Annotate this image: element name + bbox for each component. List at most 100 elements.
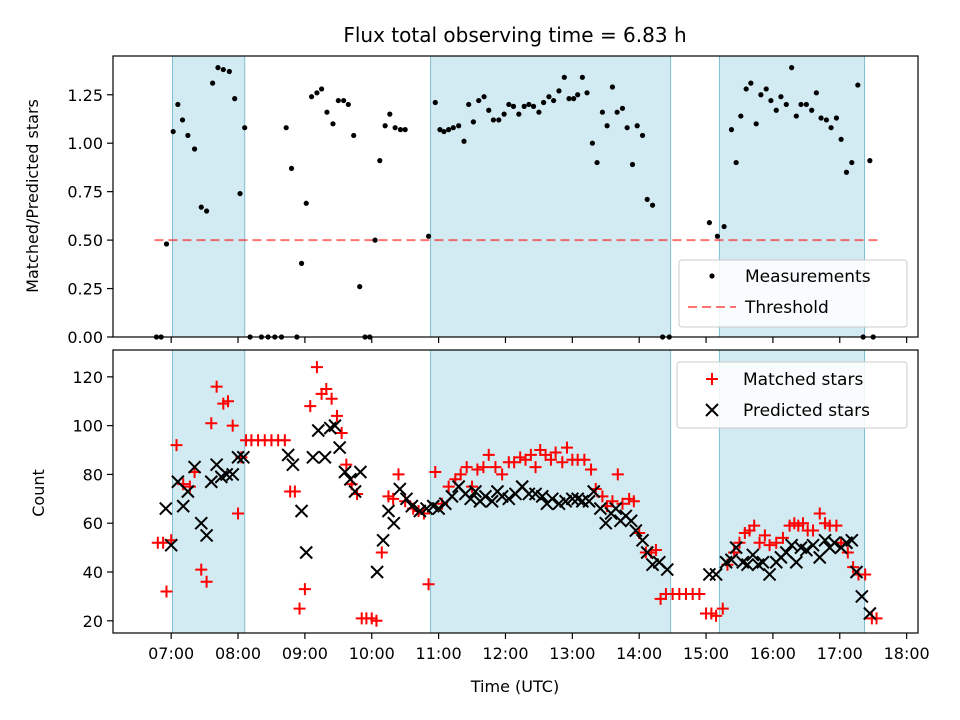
matched-stars-point: [710, 609, 723, 622]
matched-stars-point: [422, 578, 435, 591]
x-tick-label: 10:00: [349, 644, 395, 663]
predicted-stars-point: [729, 540, 743, 555]
measurement-point: [763, 86, 769, 92]
measurement-point: [496, 117, 502, 123]
measurement-point: [789, 65, 795, 71]
matched-stars-point: [560, 441, 573, 454]
measurement-point: [536, 109, 542, 115]
predicted-stars-point: [762, 567, 777, 582]
y-tick-label: 120: [72, 368, 103, 387]
x-tick-label: 15:00: [683, 644, 729, 663]
predicted-stars-point: [468, 484, 483, 499]
measurement-point: [540, 99, 547, 106]
predicted-stars-point: [343, 472, 358, 487]
matched-stars-point: [733, 536, 746, 549]
measurement-point: [843, 169, 850, 175]
figure-title: Flux total observing time = 6.83 h: [343, 23, 686, 47]
measurement-point: [175, 101, 181, 108]
matched-stars-point: [195, 563, 208, 576]
matched-stars-point: [278, 434, 291, 447]
measurement-point: [215, 65, 221, 71]
measurement-point: [714, 233, 721, 239]
predicted-stars-point: [849, 565, 864, 579]
predicted-stars-point: [311, 423, 325, 438]
predicted-stars-point: [609, 501, 623, 516]
matched-stars-point: [870, 612, 883, 625]
measurement-point: [210, 80, 216, 86]
legend-frame: [676, 361, 908, 429]
measurement-point: [456, 123, 462, 129]
measurement-point: [486, 107, 492, 113]
y-tick-label: 100: [72, 417, 103, 436]
measurement-point: [571, 96, 577, 102]
measurement-point: [728, 127, 735, 133]
matched-stars-point: [304, 400, 317, 413]
measurement-point: [721, 223, 727, 230]
observing-window-band: [172, 55, 246, 338]
matched-stars-point: [482, 448, 495, 461]
measurement-point: [773, 107, 779, 113]
predicted-stars-point: [225, 467, 240, 482]
measurement-point: [748, 80, 754, 86]
count-legend: Matched stars Predicted stars: [676, 361, 908, 429]
predicted-stars-point: [629, 523, 643, 538]
measurement-point: [594, 159, 600, 166]
predicted-stars-point: [740, 557, 755, 572]
axes-frame: [112, 55, 919, 338]
predicted-stars-point: [431, 501, 446, 516]
measurement-point: [461, 138, 467, 144]
y-tick-label: 80: [83, 465, 103, 484]
x-tick-label: 11:00: [416, 644, 462, 663]
matched-stars-point: [471, 463, 484, 476]
measurement-point: [614, 109, 620, 115]
measurement-point: [849, 159, 855, 166]
measurement-point: [510, 103, 517, 109]
top-y-axis-label: Matched/Predicted stars: [23, 99, 42, 293]
matched-stars-point: [758, 529, 771, 542]
measurement-point: [372, 237, 378, 243]
measurement-point: [506, 101, 512, 108]
predicted-stars-point: [485, 494, 499, 508]
x-tick-label: 16:00: [750, 644, 796, 663]
x-tick-label: 08:00: [215, 644, 261, 663]
predicted-stars-point: [159, 501, 173, 516]
measurement-point: [382, 123, 388, 129]
measurement-point: [609, 84, 616, 90]
measurement-point: [828, 125, 834, 131]
measurement-point: [733, 159, 739, 166]
predicted-stars-point: [332, 440, 347, 455]
measurement-point: [425, 233, 432, 239]
measurement-point: [345, 101, 351, 108]
predicted-stars-point: [855, 589, 869, 604]
measurement-point: [481, 94, 487, 100]
matched-stars-point: [776, 531, 789, 544]
observing-window-band: [172, 349, 246, 634]
measurement-point: [191, 146, 198, 152]
predicted-stars-point: [863, 606, 877, 621]
measurement-point: [441, 128, 447, 135]
measurement-point: [556, 88, 562, 94]
predicted-stars-point: [702, 567, 717, 582]
measurement-point: [758, 92, 764, 98]
measurement-point: [575, 92, 581, 98]
predicted-stars-point: [164, 538, 178, 552]
matched-stars-point: [763, 539, 776, 552]
ratio-panel: 0.00 0.25 0.50 0.75 1.00 1.25: [67, 55, 919, 347]
measurement-point: [634, 123, 640, 129]
predicted-stars-point: [593, 501, 608, 516]
measurement-point: [303, 200, 309, 206]
measurement-point: [437, 127, 443, 133]
matched-stars-point: [298, 583, 311, 596]
measurement-point: [341, 97, 347, 104]
measurement-point: [521, 103, 527, 109]
predicted-stars-point: [393, 482, 407, 496]
matched-stars-point: [375, 546, 388, 559]
measurement-point: [706, 220, 712, 226]
measurement-point: [833, 115, 840, 121]
measurement-point: [546, 94, 552, 100]
measurement-point: [823, 117, 830, 123]
matched-stars-point: [813, 507, 826, 520]
predicted-stars-point: [582, 494, 596, 508]
matched-stars-point: [392, 468, 405, 481]
measurement-point: [526, 101, 532, 108]
